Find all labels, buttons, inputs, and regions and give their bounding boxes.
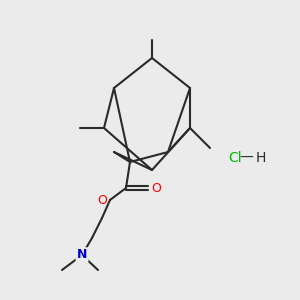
Text: H: H — [256, 151, 266, 165]
Text: —: — — [239, 151, 253, 165]
Text: O: O — [151, 182, 161, 194]
Text: Cl: Cl — [228, 151, 242, 165]
Text: O: O — [97, 194, 107, 206]
Text: N: N — [77, 248, 87, 262]
